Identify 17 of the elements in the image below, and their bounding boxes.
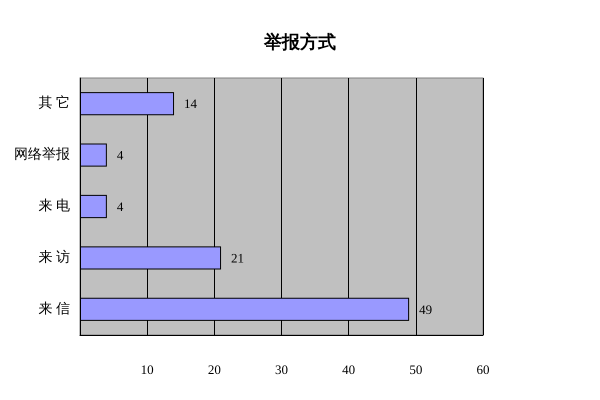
y-tick-label: 来 信 [38,300,70,317]
chart-title: 举报方式 [263,32,336,52]
x-tick-label: 10 [140,362,154,377]
data-label: 49 [419,302,432,317]
data-label: 21 [231,250,244,266]
x-tick-label: 30 [275,362,288,377]
y-tick-label: 其 它 [38,95,70,112]
data-label: 4 [116,148,124,163]
x-tick-label: 50 [409,362,422,377]
data-label: 4 [116,199,124,214]
x-tick-label: 20 [208,362,221,377]
x-tick-label: 40 [342,362,356,377]
y-tick-label: 来 电 [38,198,70,214]
x-tick-label: 60 [476,362,490,377]
data-label: 14 [184,96,198,112]
y-tick-label: 来 访 [38,249,70,266]
y-tick-label: 网络举报 [14,146,70,163]
